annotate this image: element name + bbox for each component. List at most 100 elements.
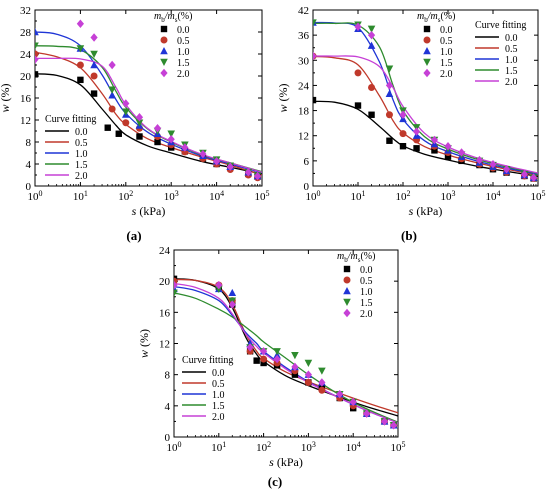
y-tick-label: 36 bbox=[298, 30, 310, 42]
data-point-2.0 bbox=[291, 362, 299, 372]
legend-marker-0.5 bbox=[423, 36, 431, 44]
y-tick-label: 16 bbox=[159, 307, 171, 319]
fit-legend-label-0.5: 0.5 bbox=[212, 379, 225, 390]
legend-marker-0.0 bbox=[343, 265, 351, 273]
legend-label-1.5: 1.5 bbox=[440, 58, 453, 69]
data-point-1.0 bbox=[385, 89, 394, 98]
data-point-0.5 bbox=[318, 386, 326, 394]
y-tick-label: 42 bbox=[298, 5, 309, 17]
data-point-2.0 bbox=[226, 162, 234, 171]
fit-legend-label-0.5: 0.5 bbox=[505, 44, 518, 55]
legend-marker-1.5 bbox=[423, 58, 431, 66]
data-point-2.0 bbox=[520, 170, 529, 179]
x-tick-label: 104 bbox=[209, 189, 224, 203]
panel-label-b: (b) bbox=[401, 228, 417, 243]
data-point-0.0 bbox=[354, 102, 362, 109]
fit-line-1.5 bbox=[35, 45, 262, 173]
data-point-0.5 bbox=[304, 378, 312, 386]
data-point-0.0 bbox=[368, 111, 375, 118]
panel-c: (c) 0 4 8 12 16 20 24 100 101 102 103 104 105 s (kPa)… bbox=[137, 245, 406, 489]
legend-marker-0.5 bbox=[343, 276, 351, 284]
data-point-0.0 bbox=[291, 371, 299, 378]
data-point-2.0 bbox=[380, 417, 389, 426]
data-point-0.5 bbox=[354, 69, 362, 77]
data-point-1.5 bbox=[385, 65, 394, 73]
data-point-2.0 bbox=[174, 280, 178, 290]
legend-label-2.0: 2.0 bbox=[360, 309, 373, 320]
panel-label-a: (a) bbox=[126, 228, 141, 243]
y-tick-label: 20 bbox=[20, 71, 32, 83]
plot-area bbox=[174, 275, 398, 430]
data-point-0.0 bbox=[386, 137, 393, 144]
x-axis-title: s (kPa) bbox=[269, 455, 303, 469]
data-point-2.0 bbox=[35, 55, 39, 64]
data-point-1.5 bbox=[122, 108, 130, 116]
data-point-0.0 bbox=[313, 96, 317, 104]
x-tick-label: 103 bbox=[164, 189, 179, 203]
data-point-0.5 bbox=[108, 105, 116, 113]
data-point-2.0 bbox=[181, 143, 189, 152]
plot-area bbox=[35, 19, 262, 182]
data-point-0.5 bbox=[368, 84, 376, 92]
data-point-2.0 bbox=[313, 51, 317, 61]
y-tick-label: 0 bbox=[304, 181, 310, 193]
y-tick-label: 12 bbox=[159, 339, 170, 351]
fit-legend-label-1.5: 1.5 bbox=[75, 160, 88, 171]
data-point-1.5 bbox=[76, 45, 85, 53]
legend-label-0.5: 0.5 bbox=[177, 36, 190, 47]
data-point-0.5 bbox=[260, 355, 268, 363]
data-point-2.0 bbox=[457, 148, 466, 157]
data-point-1.5 bbox=[35, 42, 39, 50]
legend-marker-0.0 bbox=[160, 25, 168, 33]
y-axis-title: w (%) bbox=[276, 83, 290, 112]
data-point-2.0 bbox=[244, 168, 252, 177]
fit-legend-label-1.0: 1.0 bbox=[505, 55, 518, 66]
data-point-0.0 bbox=[35, 71, 39, 78]
data-point-0.0 bbox=[253, 357, 260, 364]
data-point-1.5 bbox=[135, 119, 144, 127]
data-point-0.0 bbox=[431, 147, 438, 154]
data-point-0.5 bbox=[122, 119, 130, 127]
y-tick-label: 30 bbox=[298, 55, 310, 67]
x-tick-label: 105 bbox=[255, 189, 270, 203]
panel-label-c: (c) bbox=[268, 474, 282, 489]
data-point-1.5 bbox=[367, 25, 376, 33]
x-tick-label: 101 bbox=[211, 440, 226, 454]
data-point-2.0 bbox=[135, 113, 144, 122]
data-point-2.0 bbox=[246, 343, 254, 352]
y-tick-label: 24 bbox=[20, 49, 32, 61]
fit-legend-label-0.0: 0.0 bbox=[75, 127, 88, 138]
fit-legend-label-1.0: 1.0 bbox=[75, 149, 88, 160]
fit-legend-title: Curve fitting bbox=[475, 20, 526, 31]
x-tick-label: 102 bbox=[118, 189, 133, 203]
data-point-2.0 bbox=[108, 60, 116, 70]
fit-legend: Curve fitting 0.00.51.01.52.0 bbox=[45, 114, 96, 182]
data-point-2.0 bbox=[489, 160, 497, 169]
marker-legend: mb/ms(%)0.00.51.01.52.0 bbox=[417, 11, 455, 80]
fit-legend-label-1.0: 1.0 bbox=[212, 390, 225, 401]
data-point-0.0 bbox=[77, 76, 84, 84]
data-point-2.0 bbox=[354, 22, 362, 31]
data-point-1.5 bbox=[90, 50, 98, 58]
legend-marker-0.0 bbox=[423, 25, 431, 33]
data-point-2.0 bbox=[349, 397, 357, 407]
data-point-0.0 bbox=[115, 130, 122, 137]
y-tick-label: 32 bbox=[20, 5, 31, 17]
x-tick-label: 105 bbox=[391, 440, 406, 454]
legend-label-1.0: 1.0 bbox=[360, 287, 373, 298]
data-point-1.5 bbox=[273, 348, 281, 356]
data-point-2.0 bbox=[167, 135, 175, 144]
x-tick-label: 104 bbox=[486, 189, 501, 203]
x-tick-label: 103 bbox=[441, 189, 456, 203]
marker-legend: mb/ms(%)0.00.51.01.52.0 bbox=[337, 251, 375, 320]
data-point-2.0 bbox=[399, 110, 407, 119]
data-point-1.0 bbox=[367, 41, 376, 49]
data-point-2.0 bbox=[199, 149, 207, 159]
legend-label-1.5: 1.5 bbox=[177, 58, 190, 69]
legend-label-0.0: 0.0 bbox=[360, 265, 373, 276]
data-point-2.0 bbox=[475, 155, 484, 165]
data-point-2.0 bbox=[430, 135, 439, 145]
data-point-2.0 bbox=[90, 33, 98, 42]
data-point-0.0 bbox=[444, 153, 452, 160]
data-point-1.0 bbox=[90, 61, 98, 69]
